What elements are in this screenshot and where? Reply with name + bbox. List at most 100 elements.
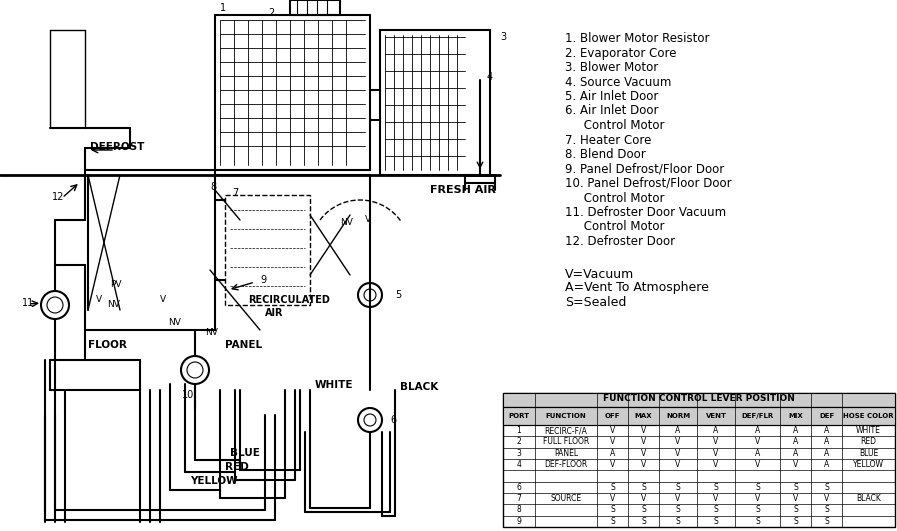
Text: 3: 3 — [500, 32, 506, 42]
Text: 3. Blower Motor: 3. Blower Motor — [565, 61, 658, 74]
Text: 11. Defroster Door Vacuum: 11. Defroster Door Vacuum — [565, 206, 727, 219]
Text: Control Motor: Control Motor — [565, 220, 665, 234]
Text: 12. Defroster Door: 12. Defroster Door — [565, 235, 675, 248]
Text: V: V — [793, 460, 798, 469]
Text: 8: 8 — [517, 506, 521, 515]
Text: V=Vacuum: V=Vacuum — [565, 268, 634, 280]
Text: WHITE: WHITE — [315, 380, 353, 390]
Text: 2: 2 — [268, 8, 274, 18]
Text: 4: 4 — [487, 72, 493, 82]
Text: SOURCE: SOURCE — [551, 494, 581, 503]
Text: S: S — [755, 506, 760, 515]
Text: 5. Air Inlet Door: 5. Air Inlet Door — [565, 90, 658, 103]
Text: 2: 2 — [517, 438, 521, 447]
Text: V: V — [793, 494, 798, 503]
Text: V: V — [675, 449, 681, 458]
Bar — [290, 0, 340, 15]
Text: BLUE: BLUE — [858, 449, 878, 458]
Text: V: V — [640, 449, 646, 458]
Text: V: V — [755, 438, 760, 447]
Text: V: V — [823, 494, 829, 503]
Text: S: S — [714, 483, 718, 492]
Text: PV: PV — [110, 280, 121, 289]
Text: S: S — [675, 483, 681, 492]
Text: 5: 5 — [395, 290, 401, 300]
Text: S: S — [755, 483, 760, 492]
Text: FRESH AIR: FRESH AIR — [430, 185, 496, 195]
Text: A: A — [713, 426, 718, 435]
Text: V: V — [713, 460, 718, 469]
Text: V: V — [365, 215, 371, 224]
Text: A: A — [823, 438, 829, 447]
Text: HOSE COLOR: HOSE COLOR — [843, 413, 893, 419]
Text: 6: 6 — [390, 415, 396, 425]
Text: V: V — [675, 438, 681, 447]
Text: S=Sealed: S=Sealed — [565, 295, 626, 309]
Text: Control Motor: Control Motor — [565, 192, 665, 204]
Text: 11: 11 — [22, 298, 34, 308]
Text: 7: 7 — [232, 188, 239, 198]
Text: AIR: AIR — [265, 308, 283, 318]
Text: A: A — [823, 449, 829, 458]
Text: V: V — [675, 494, 681, 503]
Text: 6. Air Inlet Door: 6. Air Inlet Door — [565, 105, 658, 117]
Text: S: S — [610, 483, 614, 492]
Text: 10. Panel Defrost/Floor Door: 10. Panel Defrost/Floor Door — [565, 177, 732, 190]
Text: S: S — [641, 483, 646, 492]
Bar — [503, 393, 895, 527]
Text: 12: 12 — [52, 192, 65, 202]
Text: V: V — [610, 494, 615, 503]
Text: S: S — [675, 517, 681, 526]
Text: V: V — [96, 295, 102, 304]
Text: A: A — [610, 449, 615, 458]
Text: 9. Panel Defrost/Floor Door: 9. Panel Defrost/Floor Door — [565, 162, 724, 176]
Text: RECIRCULATED: RECIRCULATED — [248, 295, 330, 305]
Text: A: A — [793, 438, 798, 447]
Text: Control Motor: Control Motor — [565, 119, 665, 132]
Text: RECIRC-F/A: RECIRC-F/A — [544, 426, 588, 435]
Text: A: A — [823, 426, 829, 435]
Text: A: A — [823, 460, 829, 469]
Text: NV: NV — [340, 218, 353, 227]
Text: S: S — [641, 517, 646, 526]
Text: V: V — [713, 438, 718, 447]
Text: S: S — [675, 506, 681, 515]
Text: S: S — [610, 517, 614, 526]
Text: V: V — [610, 438, 615, 447]
Bar — [215, 15, 370, 170]
Text: S: S — [793, 517, 797, 526]
Text: V: V — [160, 295, 166, 304]
Text: 10: 10 — [182, 390, 195, 400]
Bar — [225, 195, 310, 305]
Text: PORT: PORT — [509, 413, 529, 419]
Text: DEF: DEF — [819, 413, 834, 419]
Text: V: V — [755, 494, 760, 503]
Text: A: A — [675, 426, 681, 435]
Text: V: V — [640, 494, 646, 503]
Text: MIX: MIX — [788, 413, 803, 419]
Text: VENT: VENT — [706, 413, 727, 419]
Text: S: S — [824, 506, 829, 515]
Text: NV: NV — [205, 328, 218, 337]
Text: MAX: MAX — [635, 413, 652, 419]
Text: 2. Evaporator Core: 2. Evaporator Core — [565, 47, 676, 59]
Text: A: A — [755, 426, 760, 435]
Text: V: V — [675, 460, 681, 469]
Text: 4: 4 — [517, 460, 521, 469]
Text: 4. Source Vacuum: 4. Source Vacuum — [565, 75, 671, 89]
Text: PANEL: PANEL — [225, 340, 262, 350]
Text: WHITE: WHITE — [856, 426, 881, 435]
Text: V: V — [640, 426, 646, 435]
Text: V: V — [640, 460, 646, 469]
Text: 1: 1 — [220, 3, 226, 13]
Text: S: S — [755, 517, 760, 526]
Text: S: S — [824, 517, 829, 526]
Text: S: S — [714, 506, 718, 515]
Text: 7. Heater Core: 7. Heater Core — [565, 133, 651, 147]
Text: A: A — [755, 449, 760, 458]
Text: BLUE: BLUE — [230, 448, 260, 458]
Text: A: A — [793, 426, 798, 435]
Text: V: V — [640, 438, 646, 447]
Text: 9: 9 — [260, 275, 266, 285]
Text: S: S — [824, 483, 829, 492]
